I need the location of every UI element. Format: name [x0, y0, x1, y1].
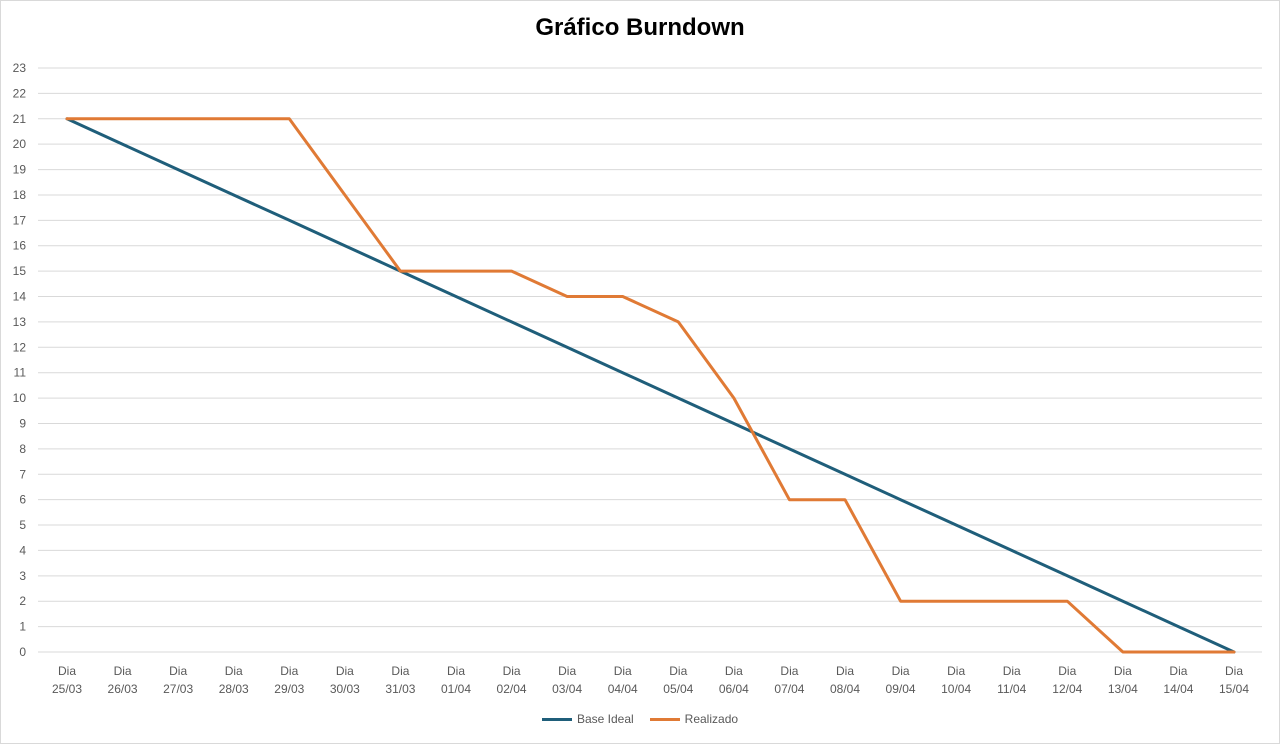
x-tick-label: Dia 02/04: [497, 664, 527, 696]
chart-title: Gráfico Burndown: [535, 14, 745, 41]
y-tick-label: 15: [13, 264, 27, 278]
gridlines: [38, 67, 1262, 653]
y-tick-label: 7: [19, 467, 26, 481]
y-tick-label: 19: [13, 163, 27, 177]
y-tick-label: 0: [19, 645, 26, 659]
y-tick-label: 6: [19, 493, 26, 507]
series-line-realizado: [65, 117, 1236, 654]
legend-item: Realizado: [649, 712, 739, 726]
y-tick-label: 13: [13, 315, 27, 329]
x-tick-label: Dia 04/04: [608, 664, 638, 696]
y-tick-label: 3: [19, 569, 26, 583]
x-tick-label: Dia 25/03: [52, 664, 82, 696]
x-tick-label: Dia 27/03: [163, 664, 193, 696]
y-tick-label: 11: [14, 366, 27, 380]
legend-swatch: [541, 717, 572, 721]
chart-legend: Base Ideal Realizado: [0, 712, 1280, 726]
x-tick-label: Dia 07/04: [774, 664, 804, 696]
x-tick-label: Dia 14/04: [1163, 664, 1193, 696]
x-tick-label: Dia 03/04: [552, 664, 582, 696]
x-tick-label: Dia 05/04: [663, 664, 693, 696]
y-tick-label: 4: [19, 543, 26, 557]
x-tick-label: Dia 30/03: [330, 664, 360, 696]
x-tick-label: Dia 26/03: [108, 664, 138, 696]
x-tick-label: Dia 28/03: [219, 664, 249, 696]
y-tick-label: 9: [19, 416, 26, 430]
x-tick-label: Dia 11/04: [997, 664, 1026, 696]
y-tick-label: 2: [19, 594, 26, 608]
y-tick-label: 12: [13, 340, 27, 354]
legend-item: Base Ideal: [541, 712, 634, 726]
x-tick-label: Dia 10/04: [941, 664, 971, 696]
y-tick-label: 8: [19, 442, 26, 456]
x-tick-label: Dia 12/04: [1052, 664, 1082, 696]
x-tick-label: Dia 01/04: [441, 664, 471, 696]
y-tick-label: 16: [13, 239, 27, 253]
x-axis-ticks: Dia 25/03 Dia 26/03 Dia 27/03 Dia 28/03 Dia 29/03…: [52, 664, 1249, 696]
y-tick-label: 17: [13, 213, 27, 227]
x-tick-label: Dia 08/04: [830, 664, 860, 696]
legend-label: Realizado: [684, 712, 739, 726]
x-tick-label: Dia 29/03: [274, 664, 304, 696]
y-tick-label: 20: [13, 137, 27, 151]
y-tick-label: 21: [13, 112, 27, 126]
x-tick-label: Dia 06/04: [719, 664, 749, 696]
y-tick-label: 14: [13, 290, 27, 304]
y-tick-label: 5: [19, 518, 26, 532]
y-tick-label: 10: [13, 391, 27, 405]
legend-swatch: [649, 717, 680, 721]
y-tick-label: 18: [13, 188, 27, 202]
x-tick-label: Dia 15/04: [1219, 664, 1249, 696]
x-tick-label: Dia 31/03: [385, 664, 415, 696]
y-tick-label: 1: [19, 620, 26, 634]
x-tick-label: Dia 13/04: [1108, 664, 1138, 696]
series-line-base-ideal: [65, 117, 1236, 654]
series-lines: [65, 117, 1236, 654]
y-tick-label: 22: [13, 86, 27, 100]
legend-label: Base Ideal: [576, 712, 634, 726]
y-tick-label: 23: [13, 61, 27, 75]
x-tick-label: Dia 09/04: [886, 664, 916, 696]
